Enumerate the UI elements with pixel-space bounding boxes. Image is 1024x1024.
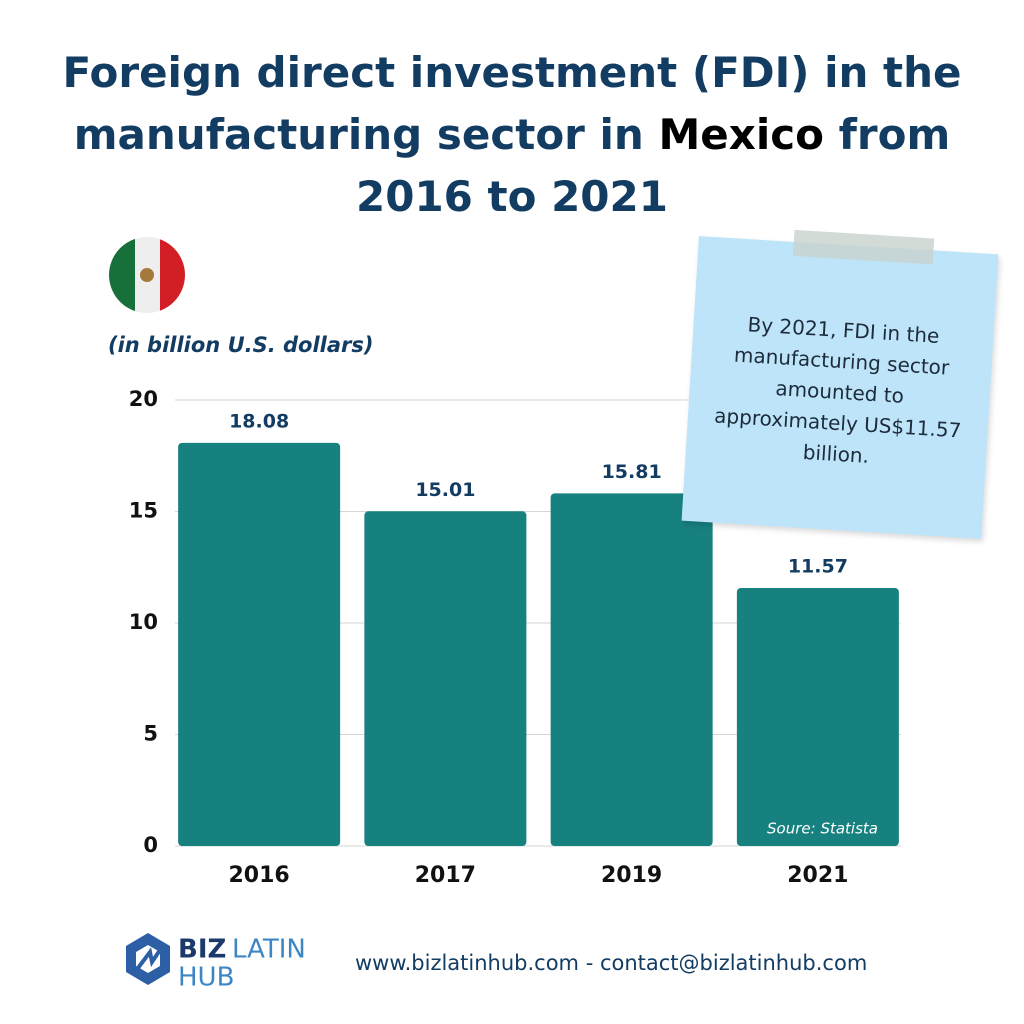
title-part: Mexico bbox=[658, 110, 824, 159]
chart-title: Foreign direct investment (FDI) in the m… bbox=[40, 42, 984, 228]
note: By 2021, FDI in the manufacturing sector… bbox=[681, 229, 999, 539]
logo-text: BIZ bbox=[178, 935, 226, 965]
y-tick-label: 15 bbox=[129, 499, 158, 523]
logo-icon bbox=[126, 933, 170, 985]
bar bbox=[178, 442, 341, 846]
x-tick-label: 2016 bbox=[229, 863, 290, 888]
bar bbox=[550, 493, 713, 846]
y-tick-label: 20 bbox=[129, 387, 158, 411]
subtitle: (in billion U.S. dollars) bbox=[108, 333, 374, 357]
source: Soure: Statista bbox=[767, 820, 878, 838]
x-tick-label: 2021 bbox=[787, 863, 848, 888]
logo-text: LATIN bbox=[232, 935, 306, 965]
title-part: Foreign direct investment (FDI) in the m… bbox=[62, 48, 962, 159]
title-part: from 2016 to 2021 bbox=[356, 110, 951, 221]
value-label: 15.81 bbox=[602, 461, 662, 483]
annotation: By 2021, FDI in the manufacturing sector… bbox=[713, 312, 963, 468]
value-label: 15.01 bbox=[415, 479, 475, 501]
y-tick-label: 0 bbox=[143, 833, 158, 857]
x-tick-label: 2017 bbox=[415, 863, 476, 888]
x-tick-label: 2019 bbox=[601, 863, 662, 888]
value-label: 11.57 bbox=[788, 555, 848, 577]
value-label: 18.08 bbox=[229, 410, 289, 432]
bar bbox=[736, 587, 899, 846]
logo-text: HUB bbox=[178, 963, 234, 993]
flag bbox=[109, 237, 185, 313]
y-tick-label: 5 bbox=[143, 722, 158, 746]
contact: www.bizlatinhub.com - contact@bizlatinhu… bbox=[355, 951, 867, 975]
y-tick-label: 10 bbox=[129, 610, 158, 634]
bar bbox=[364, 511, 527, 846]
